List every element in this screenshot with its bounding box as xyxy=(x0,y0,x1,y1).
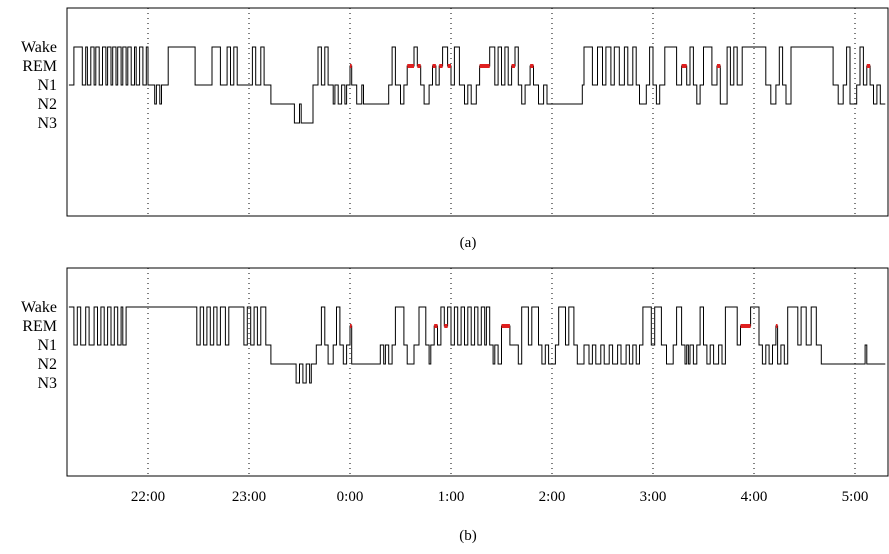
y-label-n1: N1 xyxy=(37,337,57,354)
hypnogram-trace xyxy=(68,306,886,384)
x-tick-label: 1:00 xyxy=(438,489,465,505)
y-label-rem: REM xyxy=(22,58,57,75)
panel-caption: (b) xyxy=(459,528,477,544)
x-tick-label: 0:00 xyxy=(337,489,364,505)
y-label-n1: N1 xyxy=(37,77,57,94)
y-label-n3: N3 xyxy=(37,115,57,132)
plot-frame xyxy=(66,7,889,217)
y-label-n3: N3 xyxy=(37,375,57,392)
y-label-rem: REM xyxy=(22,318,57,335)
plot-frame xyxy=(66,267,889,477)
panel-caption: (a) xyxy=(460,235,477,251)
x-tick-label: 23:00 xyxy=(232,489,266,505)
y-label-wake: Wake xyxy=(21,39,57,56)
x-tick-label: 22:00 xyxy=(131,489,165,505)
y-label-n2: N2 xyxy=(37,356,57,373)
hypnogram-panel-a: Wake REM N1 N2 N3 (a) xyxy=(21,7,889,251)
y-label-n2: N2 xyxy=(37,96,57,113)
y-label-wake: Wake xyxy=(21,299,57,316)
x-tick-label: 5:00 xyxy=(842,489,869,505)
x-tick-label: 2:00 xyxy=(539,489,566,505)
hypnogram-trace xyxy=(68,46,886,124)
hypnogram-panel-b: 22:00 23:00 0:00 1:00 2:00 3:00 4:00 5:00 Wake RE… xyxy=(21,267,889,544)
x-tick-label: 3:00 xyxy=(640,489,667,505)
x-tick-label: 4:00 xyxy=(741,489,768,505)
